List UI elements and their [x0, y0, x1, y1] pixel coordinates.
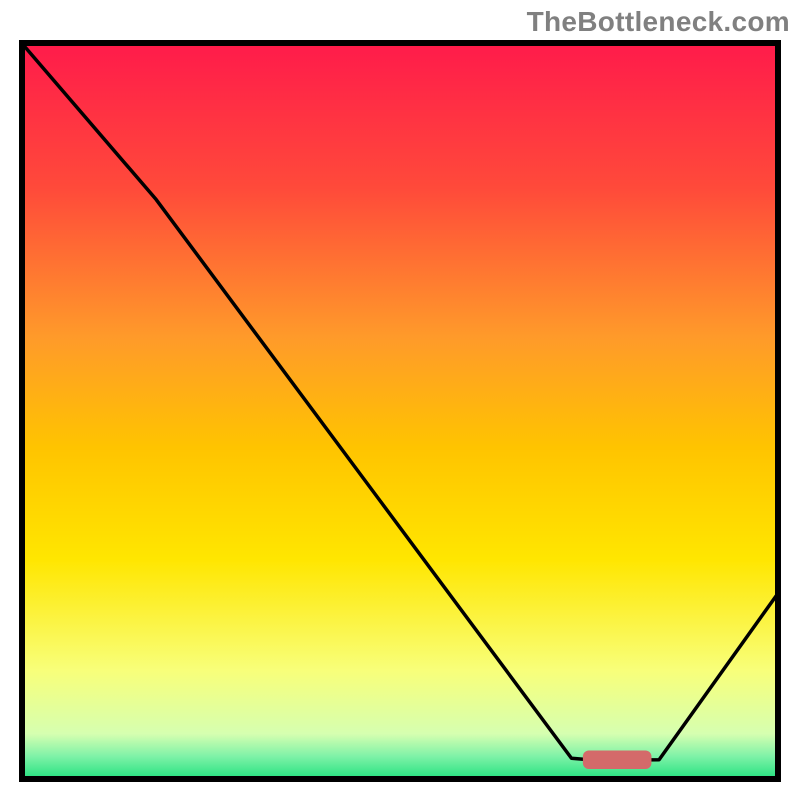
optimum-marker — [583, 750, 652, 769]
figure-root: TheBottleneck.com — [0, 0, 800, 800]
bottleneck-curve — [19, 40, 781, 760]
watermark-text: TheBottleneck.com — [527, 6, 790, 38]
plot-area — [19, 40, 781, 782]
curve-layer — [19, 40, 781, 782]
